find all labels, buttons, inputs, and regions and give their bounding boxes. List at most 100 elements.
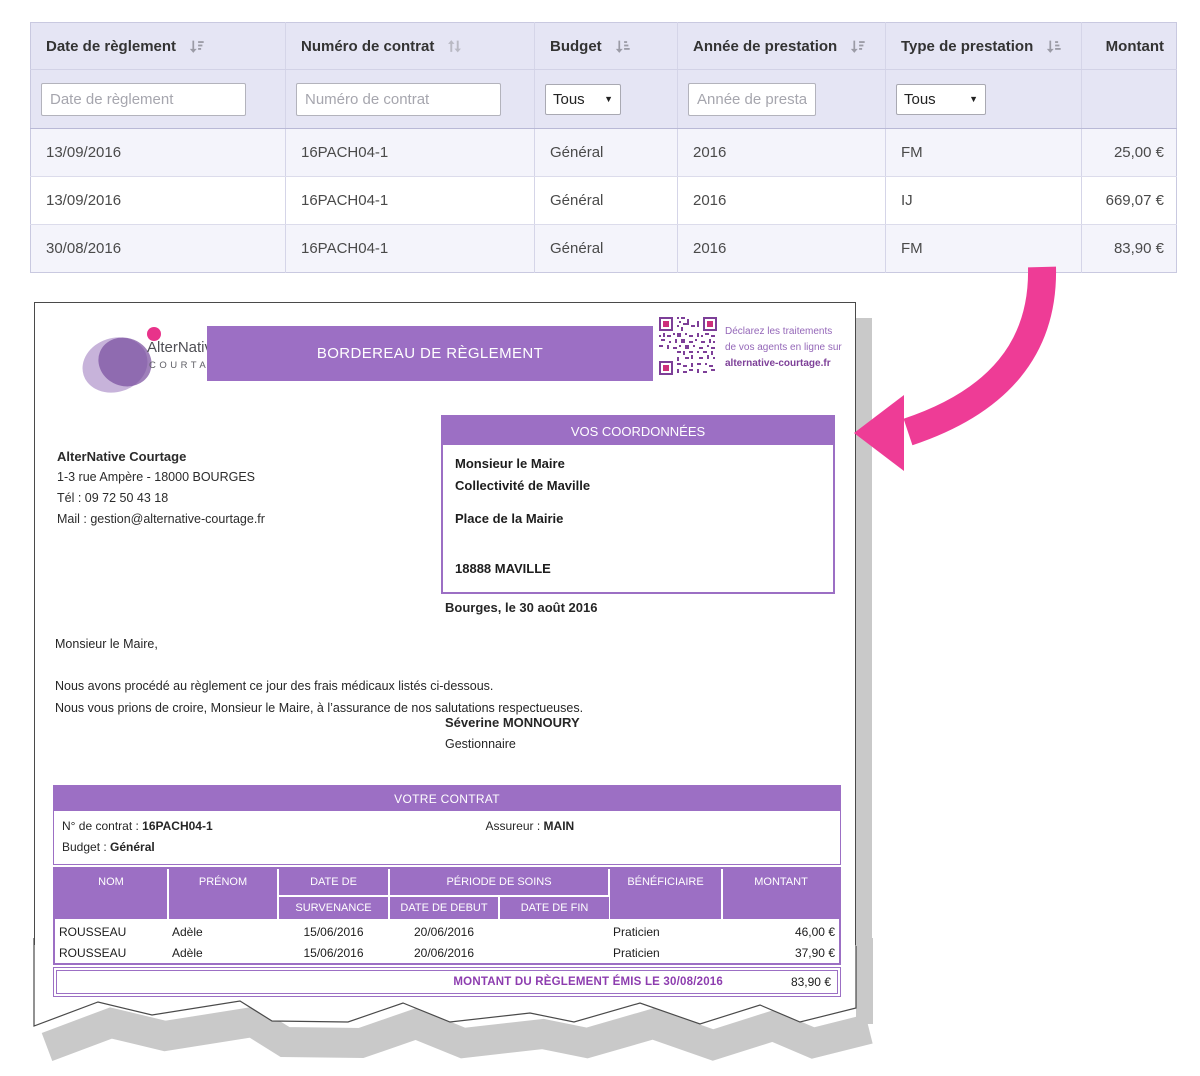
benefits-table-wrapper: NOM PRÉNOM DATE DE PÉRIODE DE SOINS BÉNÉ… <box>53 867 841 965</box>
sender-name: AlterNative Courtage <box>57 446 265 467</box>
sender-address: 1-3 rue Ampère - 18000 BOURGES <box>57 467 265 488</box>
signature-name: Séverine MONNOURY <box>445 715 580 730</box>
benefits-header-date-survenance-1: DATE DE <box>278 869 389 896</box>
benefits-header-periode: PÉRIODE DE SOINS <box>389 869 609 896</box>
column-label: Type de prestation <box>901 38 1033 55</box>
sender-email: Mail : gestion@alternative-courtage.fr <box>57 509 265 530</box>
sort-unsorted-icon <box>447 39 462 54</box>
column-header-annee-prestation[interactable]: Année de prestation <box>678 23 886 70</box>
cell-contrat: 16PACH04-1 <box>286 177 535 225</box>
sort-desc-icon <box>189 39 204 54</box>
table-filter-row: Tous ▼ Tous ▼ <box>31 70 1177 129</box>
table-row: 13/09/2016 16PACH04-1 Général 2016 IJ 66… <box>31 177 1177 225</box>
letter-body-line: Nous avons procédé au règlement ce jour … <box>55 675 583 697</box>
cell-montant: 25,00 € <box>1082 129 1177 177</box>
cell-annee: 2016 <box>678 129 886 177</box>
selected-value: Tous <box>553 91 585 108</box>
benefit-nom: ROUSSEAU <box>55 920 168 942</box>
column-header-type-prestation[interactable]: Type de prestation <box>886 23 1082 70</box>
benefit-beneficiaire: Praticien <box>609 920 722 942</box>
sort-asc-icon <box>1046 39 1061 54</box>
sort-asc-icon <box>615 39 630 54</box>
cell-annee: 2016 <box>678 177 886 225</box>
total-box: MONTANT DU RÈGLEMENT ÉMIS LE 30/08/2016 … <box>53 967 841 997</box>
recipient-box: VOS COORDONNÉES Monsieur le Maire Collec… <box>441 415 835 594</box>
cell-date: 30/08/2016 <box>31 225 286 273</box>
letter-salutation: Monsieur le Maire, <box>55 637 158 651</box>
sender-phone: Tél : 09 72 50 43 18 <box>57 488 265 509</box>
document-title-banner: BORDEREAU DE RÈGLEMENT <box>207 326 653 381</box>
flow-arrow-icon <box>830 252 1080 487</box>
filter-numero-contrat-input[interactable] <box>296 83 501 116</box>
benefits-header-montant: MONTANT <box>722 869 839 920</box>
column-label: Numéro de contrat <box>301 38 434 55</box>
column-header-date-reglement[interactable]: Date de règlement <box>31 23 286 70</box>
filter-type-prestation-select[interactable]: Tous ▼ <box>896 84 986 115</box>
benefits-table: NOM PRÉNOM DATE DE PÉRIODE DE SOINS BÉNÉ… <box>55 869 839 963</box>
chevron-down-icon: ▼ <box>604 94 613 104</box>
screen: Date de règlement Numéro de contrat Budg… <box>0 0 1200 1076</box>
column-header-montant[interactable]: Montant <box>1082 23 1177 70</box>
recipient-line: Collectivité de Maville <box>455 475 821 497</box>
cell-montant: 669,07 € <box>1082 177 1177 225</box>
cell-type: FM <box>886 129 1082 177</box>
filter-annee-prestation-input[interactable] <box>688 83 816 116</box>
filter-montant-empty-cell <box>1082 70 1177 129</box>
cell-contrat: 16PACH04-1 <box>286 225 535 273</box>
contract-box: VOTRE CONTRAT N° de contrat : 16PACH04-1… <box>53 785 841 865</box>
table-header-row: Date de règlement Numéro de contrat Budg… <box>31 23 1177 70</box>
qr-code-icon <box>659 317 717 375</box>
contract-budget: Budget : Général <box>62 837 832 858</box>
benefit-nom: ROUSSEAU <box>55 942 168 963</box>
column-label: Année de prestation <box>693 38 837 55</box>
benefit-date-debut: 20/06/2016 <box>389 942 499 963</box>
benefits-header-beneficiaire: BÉNÉFICIAIRE <box>609 869 722 920</box>
letter-date-line: Bourges, le 30 août 2016 <box>445 600 597 615</box>
total-amount: 83,90 € <box>723 975 837 989</box>
cell-budget: Général <box>535 177 678 225</box>
filter-date-reglement-input[interactable] <box>41 83 246 116</box>
column-header-numero-contrat[interactable]: Numéro de contrat <box>286 23 535 70</box>
cell-budget: Général <box>535 129 678 177</box>
benefits-header-date-survenance-2: SURVENANCE <box>278 896 389 920</box>
chevron-down-icon: ▼ <box>969 94 978 104</box>
benefits-header-debut: DATE DE DEBUT <box>389 896 499 920</box>
recipient-box-title: VOS COORDONNÉES <box>443 417 833 445</box>
contract-insurer: Assureur : MAIN <box>486 816 833 837</box>
contract-box-title: VOTRE CONTRAT <box>54 786 840 811</box>
filter-budget-select[interactable]: Tous ▼ <box>545 84 621 115</box>
cell-date: 13/09/2016 <box>31 177 286 225</box>
benefit-date-fin <box>499 942 609 963</box>
alternative-courtage-logo-icon <box>75 321 195 397</box>
sort-desc-icon <box>850 39 865 54</box>
benefit-prenom: Adèle <box>168 920 278 942</box>
benefits-header-fin: DATE DE FIN <box>499 896 609 920</box>
cell-type: IJ <box>886 177 1082 225</box>
cell-contrat: 16PACH04-1 <box>286 129 535 177</box>
benefits-row: ROUSSEAU Adèle 15/06/2016 20/06/2016 Pra… <box>55 920 839 942</box>
column-header-budget[interactable]: Budget <box>535 23 678 70</box>
signature-role: Gestionnaire <box>445 737 516 751</box>
column-label: Budget <box>550 38 602 55</box>
cell-date: 13/09/2016 <box>31 129 286 177</box>
letter-body: Nous avons procédé au règlement ce jour … <box>55 675 583 719</box>
recipient-line: 18888 MAVILLE <box>455 558 821 580</box>
bordereau-document: AlterNative COURTAGE BORDEREAU DE RÈGLEM… <box>34 302 856 945</box>
recipient-line: Place de la Mairie <box>455 508 821 530</box>
cell-montant: 83,90 € <box>1082 225 1177 273</box>
benefit-date-survenance: 15/06/2016 <box>278 920 389 942</box>
benefit-prenom: Adèle <box>168 942 278 963</box>
benefits-row: ROUSSEAU Adèle 15/06/2016 20/06/2016 Pra… <box>55 942 839 963</box>
payments-table: Date de règlement Numéro de contrat Budg… <box>30 22 1177 273</box>
contract-number: N° de contrat : 16PACH04-1 <box>62 816 486 837</box>
benefits-header-nom: NOM <box>55 869 168 920</box>
benefit-date-debut: 20/06/2016 <box>389 920 499 942</box>
benefit-montant: 46,00 € <box>722 920 839 942</box>
selected-value: Tous <box>904 91 936 108</box>
total-label: MONTANT DU RÈGLEMENT ÉMIS LE 30/08/2016 <box>453 976 723 988</box>
column-label: Montant <box>1106 38 1164 55</box>
benefit-date-survenance: 15/06/2016 <box>278 942 389 963</box>
recipient-line: Monsieur le Maire <box>455 453 821 475</box>
benefit-date-fin <box>499 920 609 942</box>
column-label: Date de règlement <box>46 38 176 55</box>
